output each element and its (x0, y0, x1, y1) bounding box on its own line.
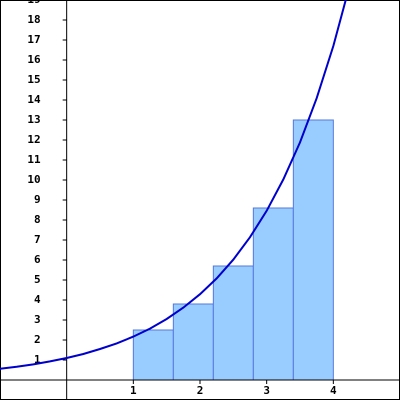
y-tick-label: 2 (34, 333, 41, 346)
bar (292, 119, 334, 381)
y-tick-label: 1 (34, 353, 41, 366)
y-tick-label: 6 (34, 253, 41, 266)
y-tick-label: 7 (34, 233, 41, 246)
y-tick-label: 18 (27, 13, 40, 26)
y-tick-label: 14 (27, 93, 41, 106)
y-tick-label: 17 (27, 33, 40, 46)
y-tick-label: 4 (34, 293, 41, 306)
bar (252, 207, 294, 381)
curve (0, 0, 347, 370)
y-tick-label: 5 (34, 273, 41, 286)
x-tick-label: 2 (197, 384, 204, 397)
y-tick-label: 9 (34, 193, 41, 206)
bar (212, 265, 254, 381)
y-tick-label: 10 (27, 173, 40, 186)
y-tick-label: 15 (27, 73, 40, 86)
y-tick-label: 12 (27, 133, 40, 146)
x-tick-label: 4 (330, 384, 337, 397)
x-tick-label: 1 (130, 384, 137, 397)
x-tick-label: 3 (263, 384, 270, 397)
y-tick-label: 11 (27, 153, 41, 166)
y-tick-label: 13 (27, 113, 40, 126)
bar (132, 329, 174, 381)
y-tick-label: 16 (27, 53, 41, 66)
y-tick-label: 8 (34, 213, 41, 226)
bar (172, 303, 214, 381)
y-tick-label: 19 (27, 0, 40, 6)
y-tick-label: 3 (34, 313, 41, 326)
